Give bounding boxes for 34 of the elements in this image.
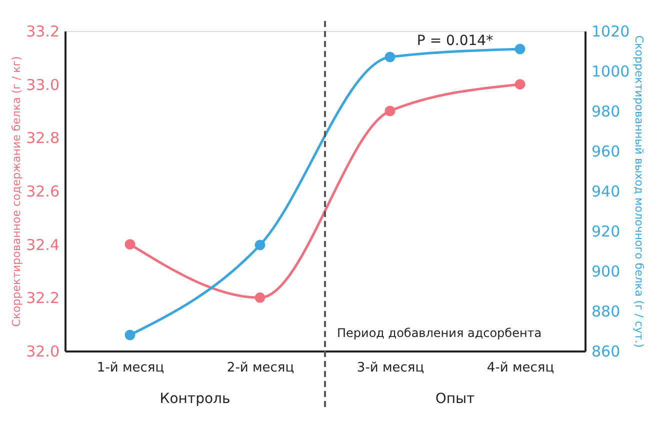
y2-tick-label: 980: [592, 102, 620, 120]
y2-tick-label: 860: [592, 342, 620, 360]
y-tick-label: 33.2: [26, 22, 60, 40]
y2-tick-label: 1020: [592, 22, 630, 40]
ref-line-label: Период добавления адсорбента: [337, 326, 542, 340]
point: [254, 240, 266, 250]
y2-tick-label: 940: [592, 182, 620, 200]
point: [514, 44, 526, 54]
y2-tick-label: 900: [592, 262, 620, 280]
y2-tick-label: 1000: [592, 62, 630, 80]
y-tick-label: 32.8: [26, 129, 60, 148]
y2-axis-title: Скорректированный выход молочного белка (г / сут.): [632, 35, 646, 348]
y-tick-label: 32.6: [26, 182, 60, 200]
y2-tick-label: 960: [592, 142, 620, 160]
point: [384, 106, 396, 116]
point: [384, 52, 396, 62]
y-tick-label: 33.0: [26, 76, 60, 94]
text: Опыт: [435, 391, 475, 407]
point: [124, 239, 136, 250]
x-tick-label: 4-й месяц: [486, 360, 554, 376]
y-tick-label: 32.0: [26, 342, 60, 360]
y-axis-title: Скорректированное содержание белка (г / кг): [10, 56, 24, 327]
x-tick-label: 2-й месяц: [226, 360, 294, 376]
point: [514, 79, 526, 90]
point: [124, 330, 136, 340]
y2-tick-label: 880: [592, 302, 620, 320]
y-tick-label: 32.2: [26, 289, 60, 308]
text: Контроль: [160, 391, 230, 407]
x-tick-label: 1-й месяц: [96, 360, 164, 376]
x-tick-label: 3-й месяц: [356, 360, 424, 376]
y-tick-label: 32.4: [26, 236, 60, 254]
annotation: P = 0.014*: [416, 33, 494, 49]
y2-tick-label: 920: [592, 222, 620, 240]
point: [254, 292, 266, 303]
